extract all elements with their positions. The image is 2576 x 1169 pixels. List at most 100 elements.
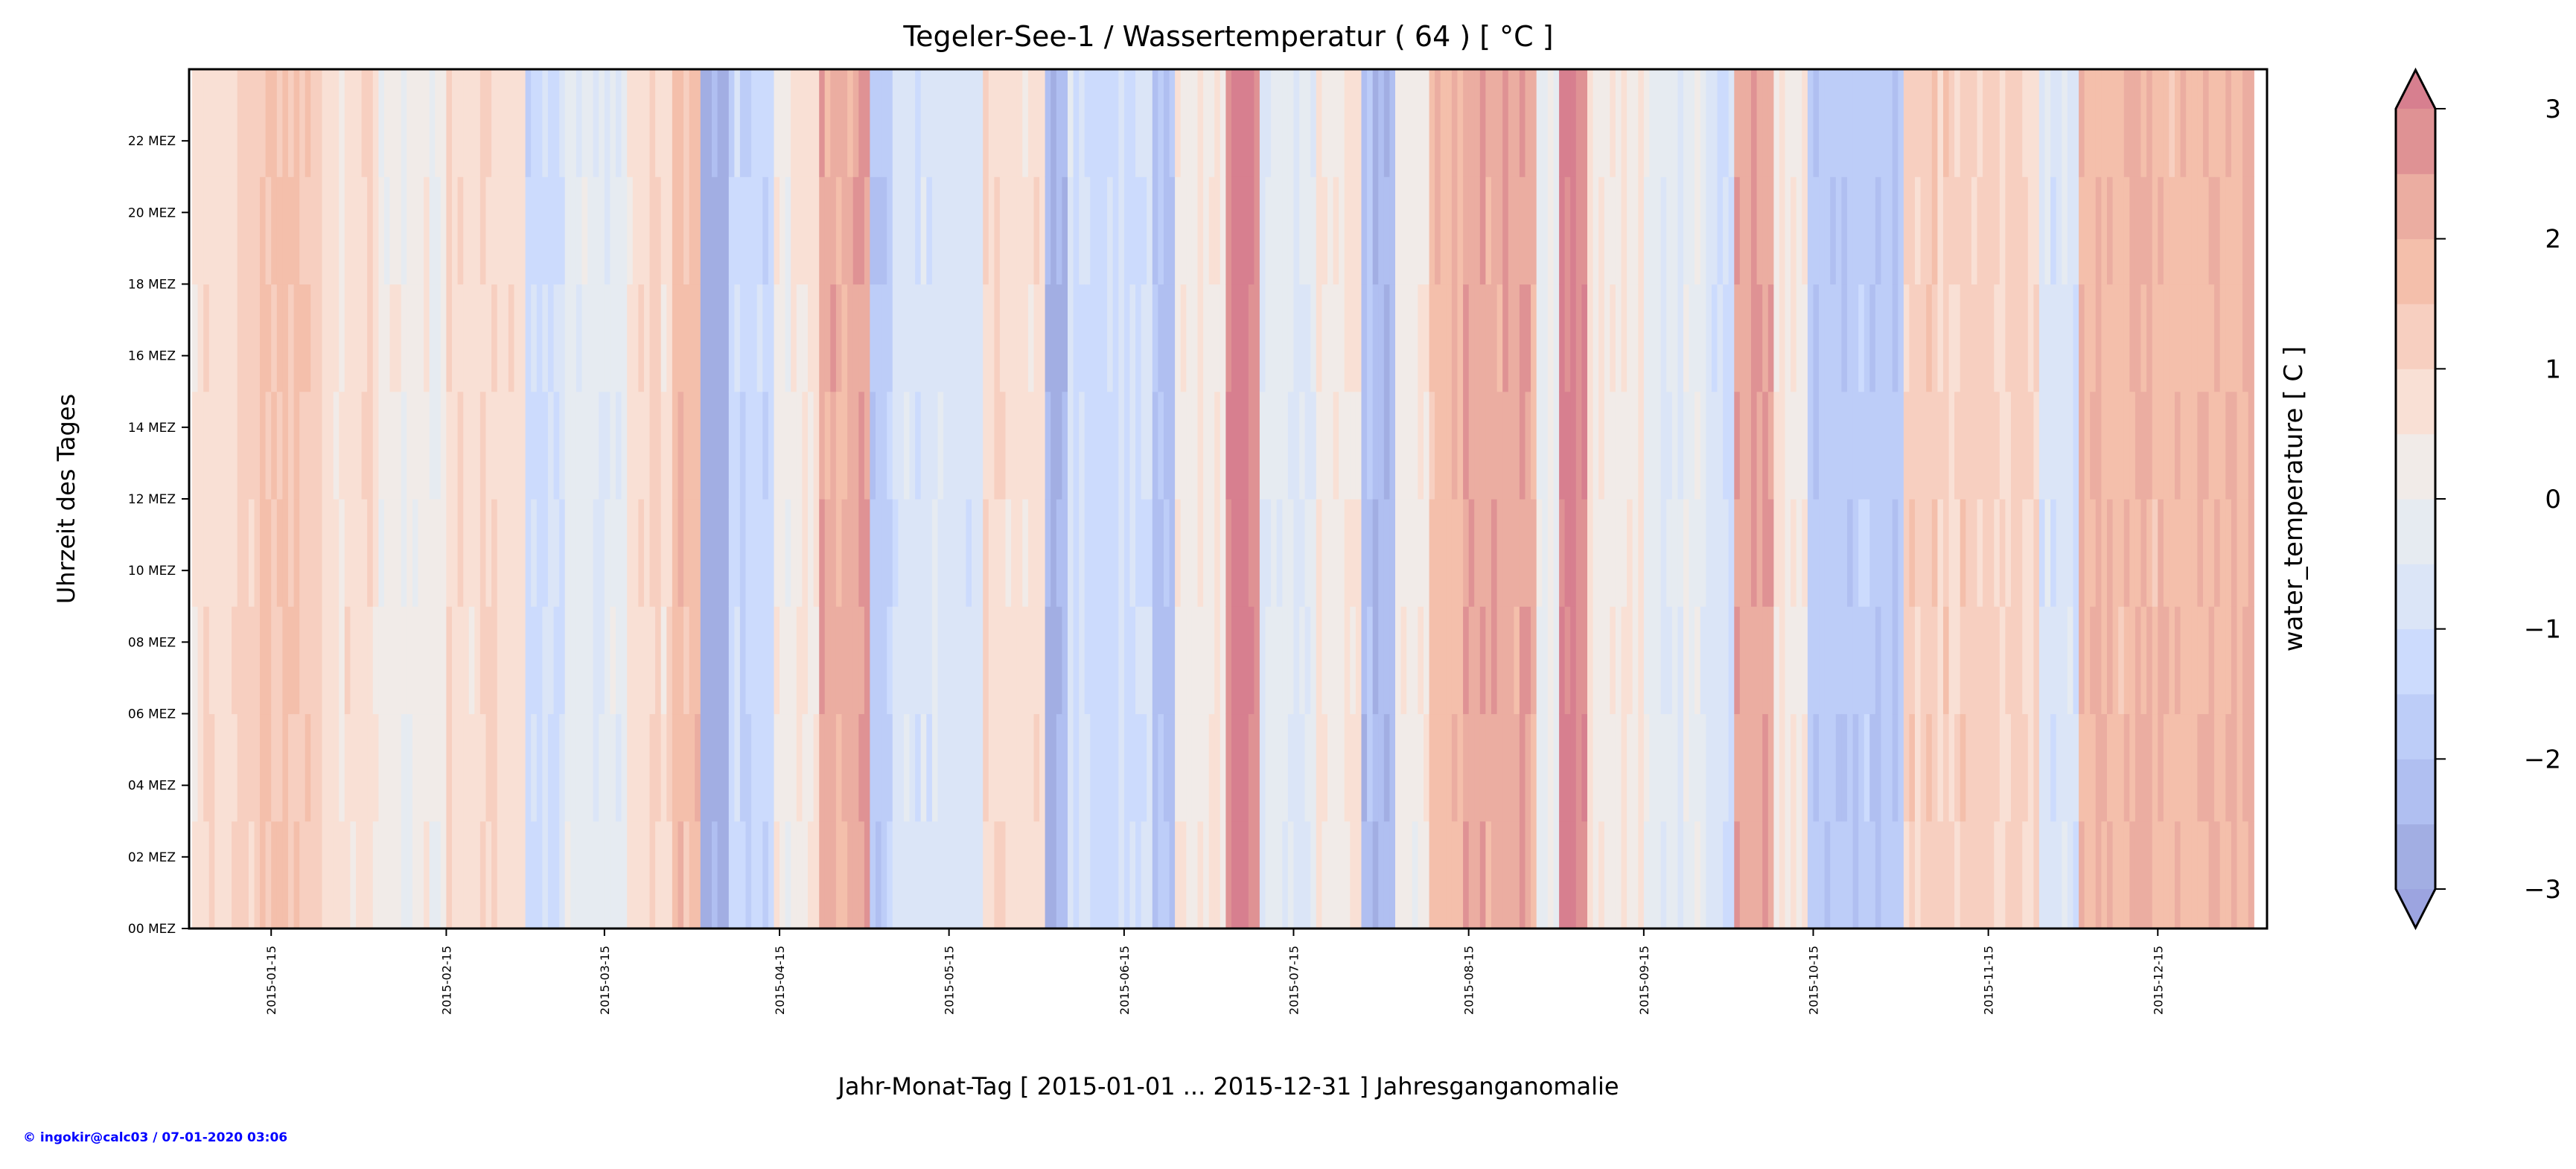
heatmap-cell [627,821,634,929]
heatmap-cell [999,176,1007,285]
heatmap-cell [972,821,978,929]
heatmap-cell [920,499,927,607]
heatmap-cell [1898,499,1904,607]
heatmap-cell [920,821,927,929]
heatmap-cell [367,713,374,822]
heatmap-cell [1406,284,1413,392]
heatmap-cell [1491,176,1498,285]
heatmap-cell [1304,176,1311,285]
heatmap-cell [1056,69,1062,177]
heatmap-cell [1169,606,1176,715]
heatmap-cell [2169,284,2175,392]
heatmap-cell [1966,69,1972,177]
heatmap-cell [1033,821,1040,929]
heatmap-cell [1931,284,1938,392]
heatmap-cell [977,713,983,822]
heatmap-cell [339,821,345,929]
heatmap-cell [1711,499,1718,607]
heatmap-cell [2214,499,2221,607]
heatmap-cell [525,713,532,822]
colorbar-band [2396,499,2435,564]
heatmap-cell [2033,821,2040,929]
heatmap-cell [1424,499,1430,607]
heatmap-cell [1994,176,2000,285]
heatmap-cell [1400,499,1407,607]
heatmap-cell [2062,391,2068,500]
heatmap-cell [1773,69,1780,177]
heatmap-cell [999,821,1007,929]
heatmap-cell [700,821,707,929]
heatmap-cell [1203,713,1210,822]
heatmap-cell [424,499,430,607]
heatmap-cell [870,499,876,607]
heatmap-cell [254,821,261,929]
heatmap-cell [248,391,255,500]
heatmap-cell [463,391,470,500]
heatmap-cell [1265,284,1272,392]
heatmap-cell [1604,69,1610,177]
heatmap-cell [208,713,215,822]
heatmap-cell [712,713,718,822]
heatmap-cell [384,821,391,929]
heatmap-cell [1598,391,1605,500]
heatmap-cell [2005,391,2012,500]
heatmap-cell [452,391,459,500]
heatmap-cell [1333,69,1339,177]
heatmap-cell [1785,821,1791,929]
heatmap-cell [712,284,718,392]
heatmap-cell [1762,713,1769,822]
heatmap-cell [830,391,837,500]
heatmap-cell [1581,821,1588,929]
heatmap-cell [2219,391,2226,500]
heatmap-cell [1677,176,1684,285]
heatmap-cell [293,391,300,500]
heatmap-cell [1892,713,1898,822]
heatmap-cell [418,176,424,285]
heatmap-cell [1858,499,1865,607]
heatmap-cell [1424,176,1430,285]
heatmap-cell [276,391,283,500]
heatmap-cell [892,284,899,392]
heatmap-cell [2084,713,2091,822]
heatmap-cell [1898,713,1904,822]
heatmap-cell [700,176,707,285]
heatmap-cell [723,606,730,715]
x-tick-label: 2015-01-15 [264,946,278,1015]
heatmap-cell [1575,606,1582,715]
heatmap-cell [666,713,673,822]
heatmap-cell [1175,69,1182,177]
heatmap-cell [1101,284,1108,392]
heatmap-cell [700,606,707,715]
heatmap-cell [384,284,391,392]
heatmap-cell [1367,284,1374,392]
heatmap-cell [520,713,526,822]
heatmap-cell [1559,176,1566,285]
heatmap-cell [2135,821,2142,929]
heatmap-cell [1164,821,1170,929]
heatmap-cell [734,499,741,607]
heatmap-cell [1525,69,1531,177]
heatmap-cell [446,821,453,929]
heatmap-cell [937,391,944,500]
heatmap-cell [1604,713,1610,822]
heatmap-cell [909,606,916,715]
heatmap-cell [1649,821,1656,929]
heatmap-cell [2231,606,2238,715]
heatmap-cell [435,713,441,822]
heatmap-cell [1903,499,1910,607]
heatmap-cell [1355,69,1362,177]
heatmap-cell [1813,69,1820,177]
heatmap-cell [271,284,278,392]
heatmap-cell [1802,391,1808,500]
heatmap-cell [2123,284,2130,392]
heatmap-cell [2248,499,2254,607]
heatmap-cell [1395,69,1402,177]
heatmap-cell [649,176,656,285]
heatmap-cell [2180,69,2187,177]
heatmap-cell [2101,713,2108,822]
heatmap-cell [1598,284,1605,392]
heatmap-cell [339,284,345,392]
heatmap-cell [1643,391,1651,500]
heatmap-cell [706,69,712,177]
heatmap-cell [1671,69,1678,177]
